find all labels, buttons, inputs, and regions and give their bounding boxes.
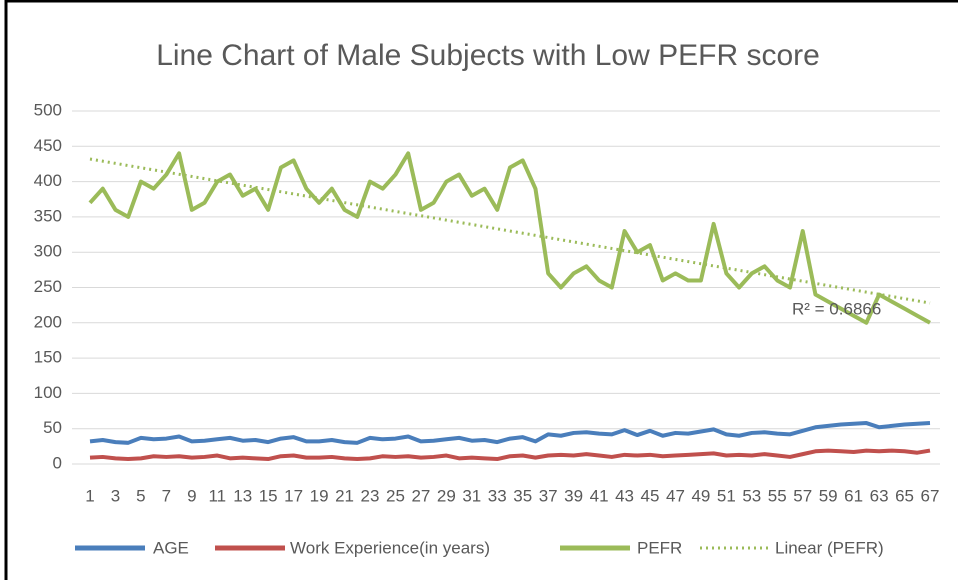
x-tick-label: 21	[335, 486, 354, 505]
x-tick-label: 65	[895, 486, 914, 505]
x-tick-label: 7	[162, 486, 171, 505]
legend-label: AGE	[153, 538, 189, 557]
x-tick-label: 25	[386, 486, 405, 505]
x-tick-label: 45	[641, 486, 660, 505]
x-tick-label: 13	[233, 486, 252, 505]
series-line	[89, 448, 931, 462]
x-tick-label: 11	[208, 486, 226, 505]
y-tick-label: 350	[34, 206, 62, 225]
y-tick-label: 500	[34, 100, 62, 119]
x-tick-label: 57	[793, 486, 812, 505]
x-tick-label: 9	[187, 486, 196, 505]
chart-title: Line Chart of Male Subjects with Low PEF…	[156, 39, 820, 72]
y-tick-label: 0	[53, 453, 62, 472]
legend-label: PEFR	[637, 538, 682, 557]
y-tick-label: 250	[34, 277, 62, 296]
x-tick-label: 27	[411, 486, 430, 505]
annotation: R² = 0.6866	[792, 299, 881, 318]
y-tick-label: 50	[43, 418, 62, 437]
y-tick-label: 100	[34, 383, 62, 402]
y-tick-label: 150	[34, 348, 62, 367]
trendline	[89, 157, 931, 305]
x-tick-label: 47	[666, 486, 685, 505]
x-tick-label: 51	[717, 486, 736, 505]
x-tick-label: 15	[259, 486, 278, 505]
x-tick-label: 5	[136, 486, 145, 505]
x-tick-label: 35	[513, 486, 532, 505]
y-tick-label: 300	[34, 242, 62, 261]
x-tick-label: 59	[819, 486, 838, 505]
x-tick-label: 3	[111, 486, 120, 505]
x-tick-label: 19	[310, 486, 329, 505]
x-tick-label: 33	[488, 486, 507, 505]
x-tick-label: 67	[921, 486, 940, 505]
x-tick-label: 31	[462, 486, 481, 505]
y-tick-label: 450	[34, 136, 62, 155]
x-tick-label: 53	[742, 486, 761, 505]
x-tick-label: 55	[768, 486, 787, 505]
x-tick-label: 1	[85, 486, 94, 505]
y-tick-label: 400	[34, 171, 62, 190]
x-tick-label: 29	[437, 486, 456, 505]
legend-label: Work Experience(in years)	[290, 538, 490, 557]
x-tick-label: 49	[691, 486, 710, 505]
x-tick-label: 37	[539, 486, 558, 505]
chart-frame	[4, 0, 958, 580]
series-line	[88, 151, 931, 325]
x-tick-label: 63	[870, 486, 889, 505]
x-tick-label: 17	[284, 486, 303, 505]
y-tick-label: 200	[34, 312, 62, 331]
x-tick-label: 39	[564, 486, 583, 505]
x-tick-label: 43	[615, 486, 634, 505]
series-line	[89, 421, 931, 445]
x-tick-label: 41	[590, 486, 609, 505]
x-tick-label: 61	[844, 486, 863, 505]
x-tick-label: 23	[361, 486, 380, 505]
legend-label: Linear (PEFR)	[775, 538, 884, 557]
